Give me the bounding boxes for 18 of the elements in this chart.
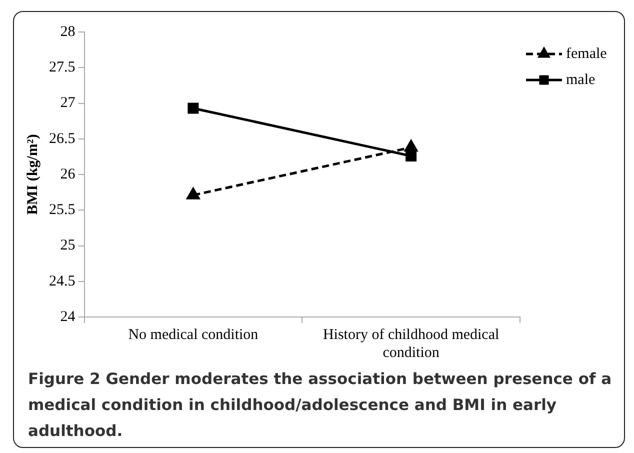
legend-label: female	[566, 46, 608, 62]
point	[406, 150, 417, 162]
point	[404, 140, 418, 152]
y-tick-label: 27.5	[49, 60, 76, 76]
legend-label: male	[566, 72, 596, 88]
caption: Figure 2 Gender moderates the association between presence of a medical condition in childhood/adolescence and BMI in early adulthood.	[28, 369, 613, 442]
y-tick-label: 24.5	[49, 273, 76, 290]
y-tick-label: 25	[60, 238, 76, 254]
y-tick-label: 28	[60, 24, 76, 40]
x-tick-label: History of childhood medical condition	[322, 326, 500, 361]
y-tick-label: 24	[60, 308, 76, 325]
y-tick-label: 25.5	[49, 202, 76, 218]
x-tick-label: No medical condition	[128, 326, 259, 343]
y-axis-title: BMI (kg/m²)	[24, 134, 41, 215]
y-tick-label: 26.5	[49, 130, 76, 147]
point	[188, 102, 199, 114]
y-tick-label: 27	[60, 95, 76, 112]
y-tick-label: 26	[60, 166, 76, 182]
